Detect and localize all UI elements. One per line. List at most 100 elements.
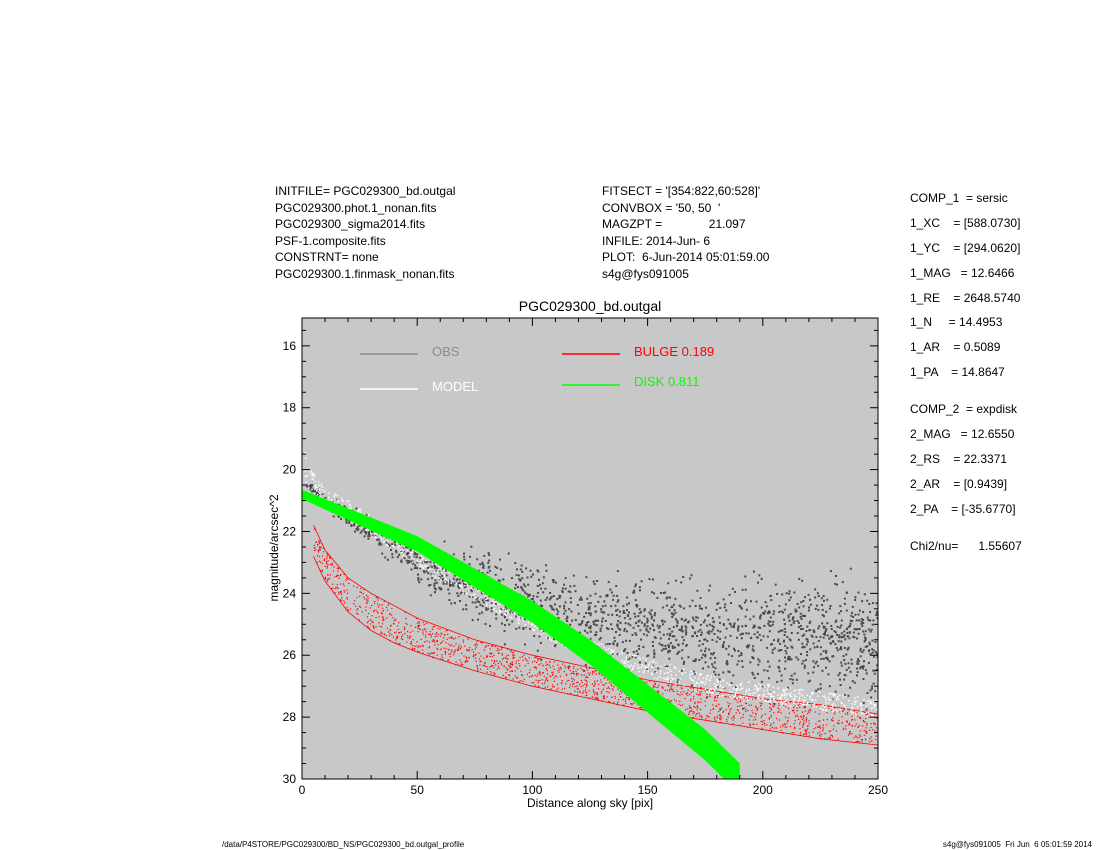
obs-point [646,634,649,637]
obs-point [552,608,555,611]
obs-point [780,610,783,613]
model-point [773,699,775,701]
model-point [752,694,754,696]
bulge-point [581,669,583,671]
obs-point [594,592,597,595]
bulge-point [679,694,681,696]
bulge-point [666,689,668,691]
bulge-point [692,716,694,719]
bulge-point [317,551,320,553]
bulge-point [814,711,817,713]
bulge-point [865,718,867,720]
bulge-point [562,663,564,665]
bulge-point [315,541,317,543]
obs-point [469,555,471,558]
obs-point [398,553,401,556]
bulge-point [604,676,606,678]
bulge-point [448,653,450,655]
model-point [376,534,378,536]
bulge-point [713,718,716,720]
bulge-point [558,671,560,673]
obs-point [857,591,860,594]
obs-point [592,580,595,583]
bulge-point [800,715,802,717]
obs-point [652,645,654,647]
model-point [411,561,414,563]
model-point [462,592,464,595]
model-point [855,713,857,716]
obs-point [737,660,740,663]
bulge-point [453,654,455,656]
bulge-point [803,723,805,725]
bulge-point [337,587,339,589]
bulge-point [381,626,383,628]
bulge-point [822,724,824,726]
bulge-point [377,606,380,608]
obs-point [796,620,799,622]
obs-point [530,575,533,578]
model-point [367,514,370,516]
model-point [769,700,771,703]
bulge-point [796,707,798,709]
model-point [694,684,696,687]
model-point [400,552,402,554]
obs-point [828,660,831,663]
obs-point [561,587,564,590]
obs-point [747,646,749,649]
obs-point [682,662,685,665]
model-point [804,699,806,701]
obs-point [365,531,368,534]
obs-point [487,552,490,555]
model-point [314,480,316,482]
bulge-point [589,667,591,669]
obs-point [674,646,676,649]
obs-point [808,629,811,632]
model-point [638,656,640,659]
obs-point [804,615,806,617]
bulge-point [337,575,339,577]
obs-point [676,652,679,655]
bulge-point [475,660,477,662]
bulge-point [417,646,419,648]
bulge-point [751,710,753,712]
model-point [841,702,843,704]
bulge-point [769,725,772,727]
bulge-point [782,725,784,727]
bulge-point [617,701,619,703]
bulge-point [756,709,758,711]
obs-point [433,584,436,587]
comp2-ar: 2_AR = [0.9439] [910,476,1008,491]
bulge-point [395,639,397,641]
bulge-point [484,662,486,665]
bulge-point [392,617,394,619]
model-point [785,700,787,702]
obs-point [727,618,730,621]
model-point [716,679,719,681]
bulge-point [405,617,407,620]
bulge-point [480,655,482,657]
model-point [736,685,738,688]
obs-point [399,543,401,546]
bulge-point [803,717,805,719]
obs-point [768,624,771,627]
bulge-point [773,705,775,707]
bulge-point [511,663,513,665]
obs-point [546,637,549,640]
bulge-point [313,547,315,549]
bulge-point [820,733,823,735]
bulge-point [502,657,504,659]
obs-point [518,626,521,629]
obs-point [703,638,706,641]
bulge-point [358,619,360,621]
obs-point [825,649,828,652]
obs-point [838,636,841,639]
obs-point [495,617,498,620]
obs-point [790,658,793,661]
bulge-point [799,723,801,725]
model-point [642,671,645,674]
obs-point [783,608,786,611]
bulge-point [336,575,338,577]
obs-point [669,642,672,644]
obs-point [605,594,608,597]
bulge-point [419,628,421,630]
